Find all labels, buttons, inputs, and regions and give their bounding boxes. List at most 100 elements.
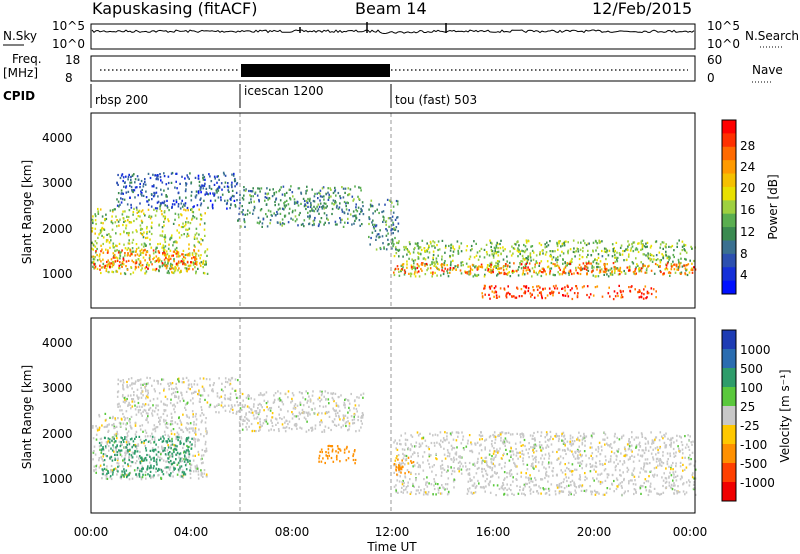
echo-cell xyxy=(417,242,419,245)
echo-cell xyxy=(134,196,136,199)
echo-cell xyxy=(391,228,393,231)
echo-cell xyxy=(162,412,165,416)
echo-cell xyxy=(350,415,353,418)
echo-cell xyxy=(535,261,538,264)
echo-cell xyxy=(450,262,452,265)
echo-cell xyxy=(185,376,188,379)
echo-cell xyxy=(599,260,602,263)
echo-cell xyxy=(636,248,639,251)
echo-cell xyxy=(317,203,320,206)
echo-cell xyxy=(481,264,483,268)
echo-cell xyxy=(581,438,584,441)
echo-cell xyxy=(641,248,644,251)
echo-cell xyxy=(118,451,121,454)
echo-cell xyxy=(406,263,408,266)
echo-cell xyxy=(515,296,518,299)
echo-cell xyxy=(688,479,690,482)
echo-cell xyxy=(258,200,260,203)
echo-cell xyxy=(145,397,147,400)
echo-cell xyxy=(178,380,180,383)
echo-cell xyxy=(194,454,196,457)
echo-cell xyxy=(118,249,120,253)
echo-cell xyxy=(480,443,482,446)
echo-cell xyxy=(111,449,114,452)
echo-cell xyxy=(192,263,195,266)
echo-cell xyxy=(483,256,486,259)
echo-cell xyxy=(126,248,129,251)
echo-cell xyxy=(673,249,675,252)
echo-cell xyxy=(555,435,557,438)
echo-cell xyxy=(208,185,211,188)
echo-cell xyxy=(673,263,675,266)
echo-cell xyxy=(164,215,167,218)
echo-cell xyxy=(127,394,130,397)
echo-cell xyxy=(163,235,166,238)
echo-cell xyxy=(131,259,133,262)
echo-cell xyxy=(463,448,465,451)
echo-cell xyxy=(166,426,169,429)
echo-cell xyxy=(662,491,665,494)
echo-cell xyxy=(140,383,142,386)
echo-cell xyxy=(146,468,148,471)
echo-cell xyxy=(332,407,334,410)
echo-cell xyxy=(194,262,197,265)
echo-cell xyxy=(136,253,139,256)
echo-cell xyxy=(409,492,412,495)
echo-cell xyxy=(117,405,119,408)
echo-cell xyxy=(181,459,183,462)
echo-cell xyxy=(510,455,512,458)
echo-cell xyxy=(199,257,201,260)
echo-cell xyxy=(508,441,511,444)
echo-cell xyxy=(155,407,157,410)
echo-cell xyxy=(443,439,446,442)
velocity-data-cells xyxy=(92,376,697,497)
echo-cell xyxy=(127,440,129,443)
echo-cell xyxy=(302,404,305,407)
echo-cell xyxy=(181,394,183,397)
echo-cell xyxy=(425,481,427,484)
echo-cell xyxy=(132,190,134,194)
echo-cell xyxy=(460,264,463,267)
echo-cell xyxy=(477,267,480,270)
echo-cell xyxy=(693,477,695,480)
echo-cell xyxy=(345,202,347,205)
echo-cell xyxy=(194,445,196,448)
echo-cell xyxy=(414,267,417,270)
echo-cell xyxy=(502,266,505,269)
echo-cell xyxy=(167,175,170,178)
echo-cell xyxy=(411,445,413,448)
noise-left-tick-bottom: 10^0 xyxy=(52,37,85,51)
echo-cell xyxy=(527,289,530,293)
echo-cell xyxy=(136,405,138,408)
echo-cell xyxy=(347,201,349,205)
echo-cell xyxy=(655,460,658,463)
echo-cell xyxy=(130,426,132,429)
echo-cell xyxy=(147,396,149,399)
echo-cell xyxy=(682,483,684,486)
echo-cell xyxy=(332,460,335,463)
echo-cell xyxy=(504,248,506,251)
echo-cell xyxy=(459,465,461,468)
echo-cell xyxy=(372,219,374,222)
echo-cell xyxy=(234,404,236,407)
echo-cell xyxy=(138,396,140,399)
echo-cell xyxy=(551,469,553,472)
echo-cell xyxy=(520,436,522,439)
echo-cell xyxy=(538,271,540,274)
echo-cell xyxy=(667,255,670,258)
echo-cell xyxy=(435,265,437,268)
echo-cell xyxy=(554,274,556,277)
echo-cell xyxy=(266,193,268,196)
echo-cell xyxy=(662,257,665,260)
echo-cell xyxy=(358,219,361,222)
echo-cell xyxy=(374,229,377,232)
echo-cell xyxy=(544,297,547,300)
echo-cell xyxy=(124,454,127,457)
echo-cell xyxy=(117,390,120,393)
echo-cell xyxy=(107,445,110,448)
echo-cell xyxy=(305,411,308,414)
echo-cell xyxy=(326,455,329,458)
echo-cell xyxy=(128,473,130,477)
echo-cell xyxy=(134,186,137,189)
